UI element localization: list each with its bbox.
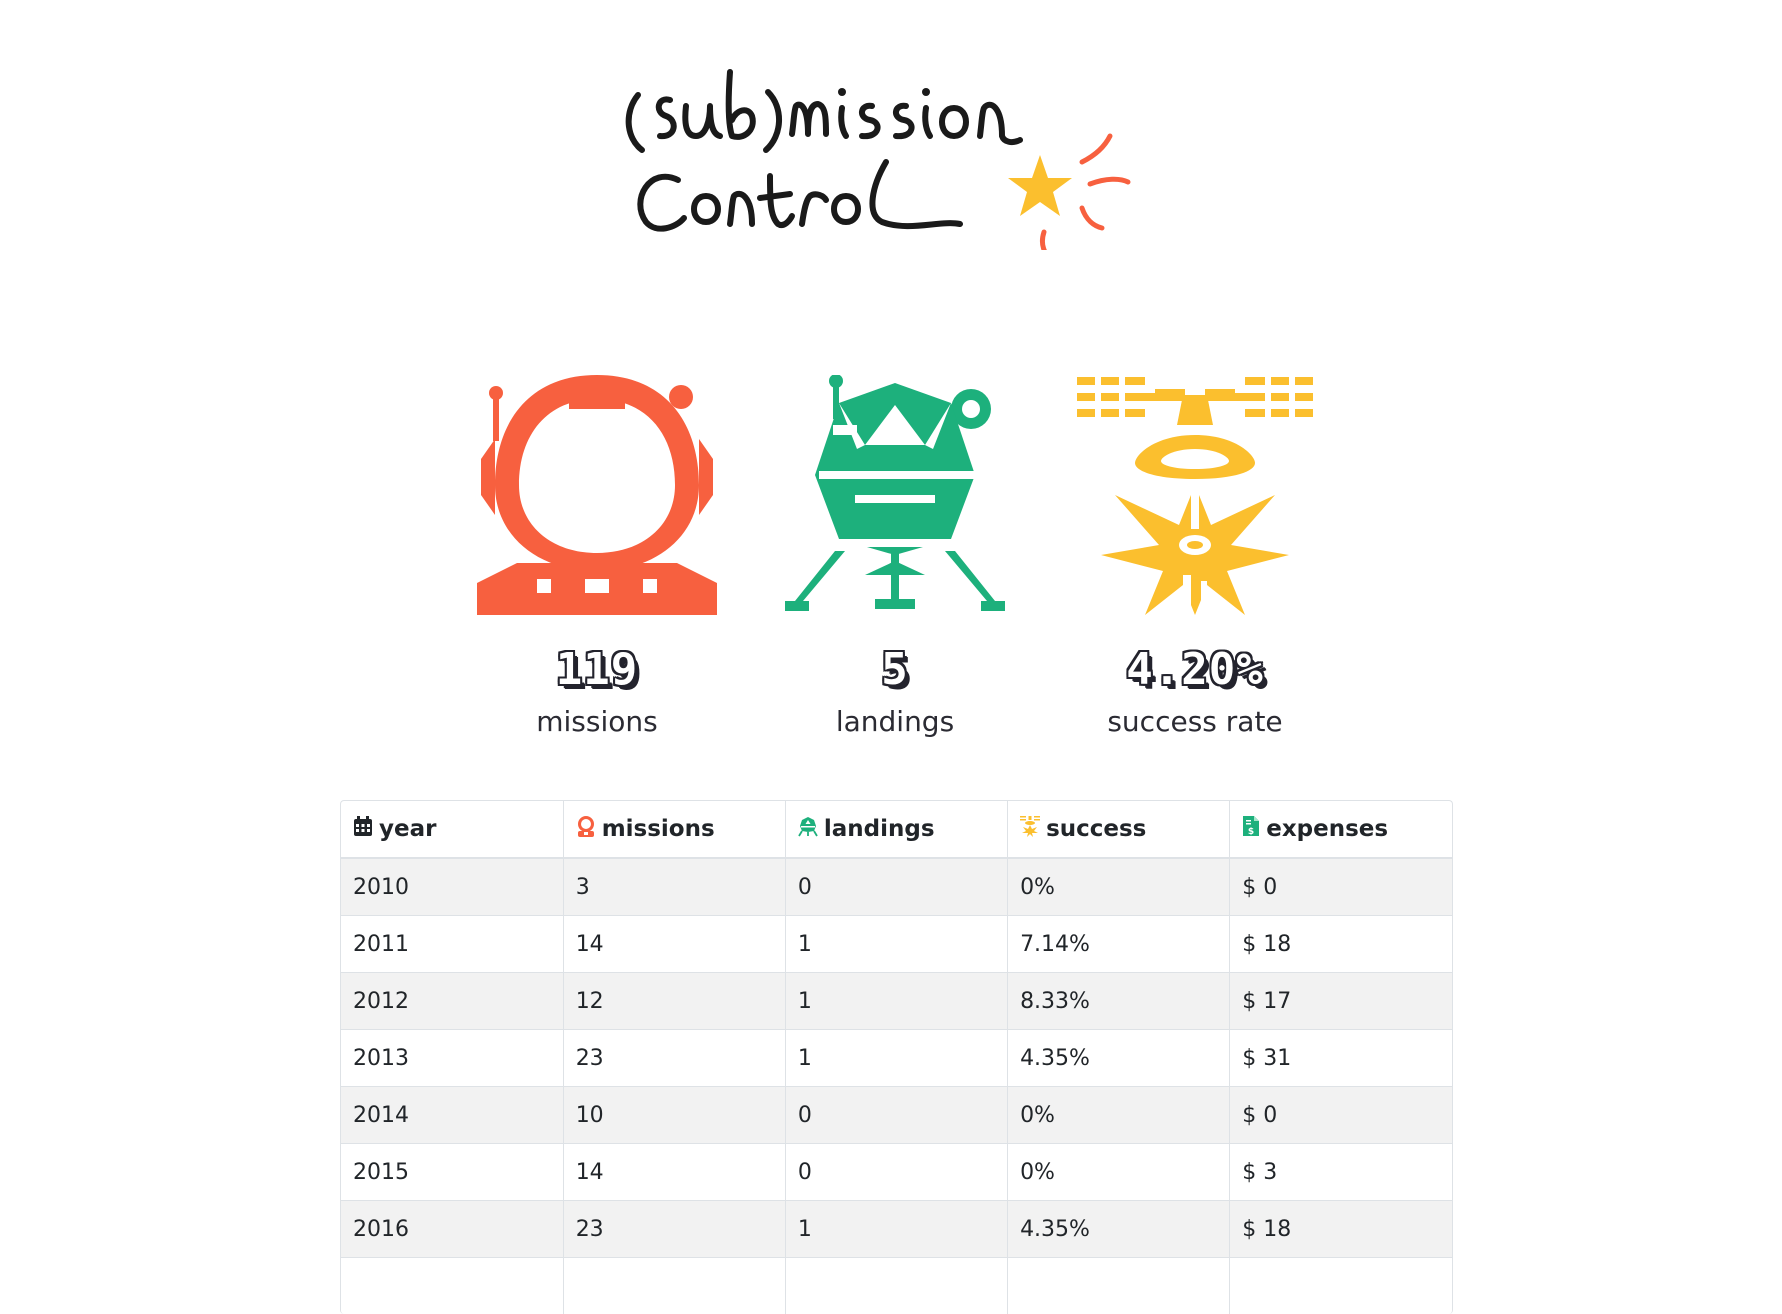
cell-expenses: $ 31 (1230, 1030, 1452, 1087)
lunar-lander-icon (775, 375, 1015, 615)
cell-missions: 12 (563, 973, 785, 1030)
cell-missions (563, 1258, 785, 1314)
cell-expenses: $ 17 (1230, 973, 1452, 1030)
landings-label: landings (765, 705, 1025, 738)
column-header-landings-label: landings (824, 816, 935, 842)
cell-expenses: $ 0 (1230, 1087, 1452, 1144)
cell-year (341, 1258, 563, 1314)
astronaut-helmet-icon (477, 375, 717, 615)
table-row: 2013 23 1 4.35% $ 31 (341, 1030, 1452, 1087)
column-header-expenses-label: expenses (1266, 816, 1388, 842)
success-rate-value: 4.20% (1065, 645, 1325, 695)
cell-expenses: $ 18 (1230, 1201, 1452, 1258)
table-row: 2016 23 1 4.35% $ 18 (341, 1201, 1452, 1258)
missions-table-container: year missions (340, 800, 1453, 1314)
column-header-year-label: year (379, 816, 436, 842)
table-row: 2014 10 0 0% $ 0 (341, 1087, 1452, 1144)
missions-label: missions (467, 705, 727, 738)
cell-year: 2013 (341, 1030, 563, 1087)
column-header-missions-label: missions (602, 816, 715, 842)
table-row: 2011 14 1 7.14% $ 18 (341, 916, 1452, 973)
cell-year: 2014 (341, 1087, 563, 1144)
cell-success: 0% (1008, 858, 1230, 916)
submission-control-logo (620, 50, 1180, 250)
success-rate-label: success rate (1065, 705, 1325, 738)
cell-missions: 10 (563, 1087, 785, 1144)
cell-expenses: $ 18 (1230, 916, 1452, 973)
column-header-success[interactable]: success (1008, 801, 1230, 858)
stat-missions: 119 missions (467, 375, 727, 738)
invoice-icon: $ (1242, 815, 1260, 843)
astronaut-icon (576, 815, 596, 843)
svg-text:$: $ (1248, 827, 1254, 837)
column-header-year[interactable]: year (341, 801, 563, 858)
missions-total-value: 119 (467, 645, 727, 695)
cell-expenses (1230, 1258, 1452, 1314)
cell-landings: 0 (785, 1087, 1007, 1144)
cell-landings: 0 (785, 1144, 1007, 1201)
lander-icon (798, 815, 818, 843)
cell-success (1008, 1258, 1230, 1314)
stats-section: 119 missions (0, 375, 1782, 755)
cell-landings: 1 (785, 916, 1007, 973)
landings-total-value: 5 (765, 645, 1025, 695)
table-row: 2010 3 0 0% $ 0 (341, 858, 1452, 916)
cell-landings: 1 (785, 973, 1007, 1030)
cell-landings: 1 (785, 1201, 1007, 1258)
cell-missions: 23 (563, 1201, 785, 1258)
cell-missions: 3 (563, 858, 785, 916)
table-row: 2012 12 1 8.33% $ 17 (341, 973, 1452, 1030)
cell-expenses: $ 0 (1230, 858, 1452, 916)
cell-year: 2016 (341, 1201, 563, 1258)
cell-success: 0% (1008, 1144, 1230, 1201)
cell-missions: 23 (563, 1030, 785, 1087)
cell-missions: 14 (563, 1144, 785, 1201)
missions-by-year-table: year missions (341, 801, 1452, 1314)
cell-landings (785, 1258, 1007, 1314)
app-logo (620, 50, 1180, 250)
column-header-landings[interactable]: landings (785, 801, 1007, 858)
cell-landings: 0 (785, 858, 1007, 916)
cell-landings: 1 (785, 1030, 1007, 1087)
cell-year: 2015 (341, 1144, 563, 1201)
stat-landings: 5 landings (765, 375, 1025, 738)
table-header-row: year missions (341, 801, 1452, 858)
cell-success: 4.35% (1008, 1201, 1230, 1258)
calendar-icon (353, 815, 373, 843)
cell-year: 2012 (341, 973, 563, 1030)
cell-success: 7.14% (1008, 916, 1230, 973)
stat-success-rate: 4.20% success rate (1065, 375, 1325, 738)
table-row: 2015 14 0 0% $ 3 (341, 1144, 1452, 1201)
cell-year: 2010 (341, 858, 563, 916)
satellite-icon (1020, 815, 1040, 843)
table-row (341, 1258, 1452, 1314)
column-header-expenses[interactable]: $ expenses (1230, 801, 1452, 858)
column-header-success-label: success (1046, 816, 1146, 842)
cell-missions: 14 (563, 916, 785, 973)
cell-success: 0% (1008, 1087, 1230, 1144)
cell-success: 8.33% (1008, 973, 1230, 1030)
column-header-missions[interactable]: missions (563, 801, 785, 858)
cell-success: 4.35% (1008, 1030, 1230, 1087)
satellite-explosion-icon (1075, 375, 1315, 615)
cell-expenses: $ 3 (1230, 1144, 1452, 1201)
cell-year: 2011 (341, 916, 563, 973)
